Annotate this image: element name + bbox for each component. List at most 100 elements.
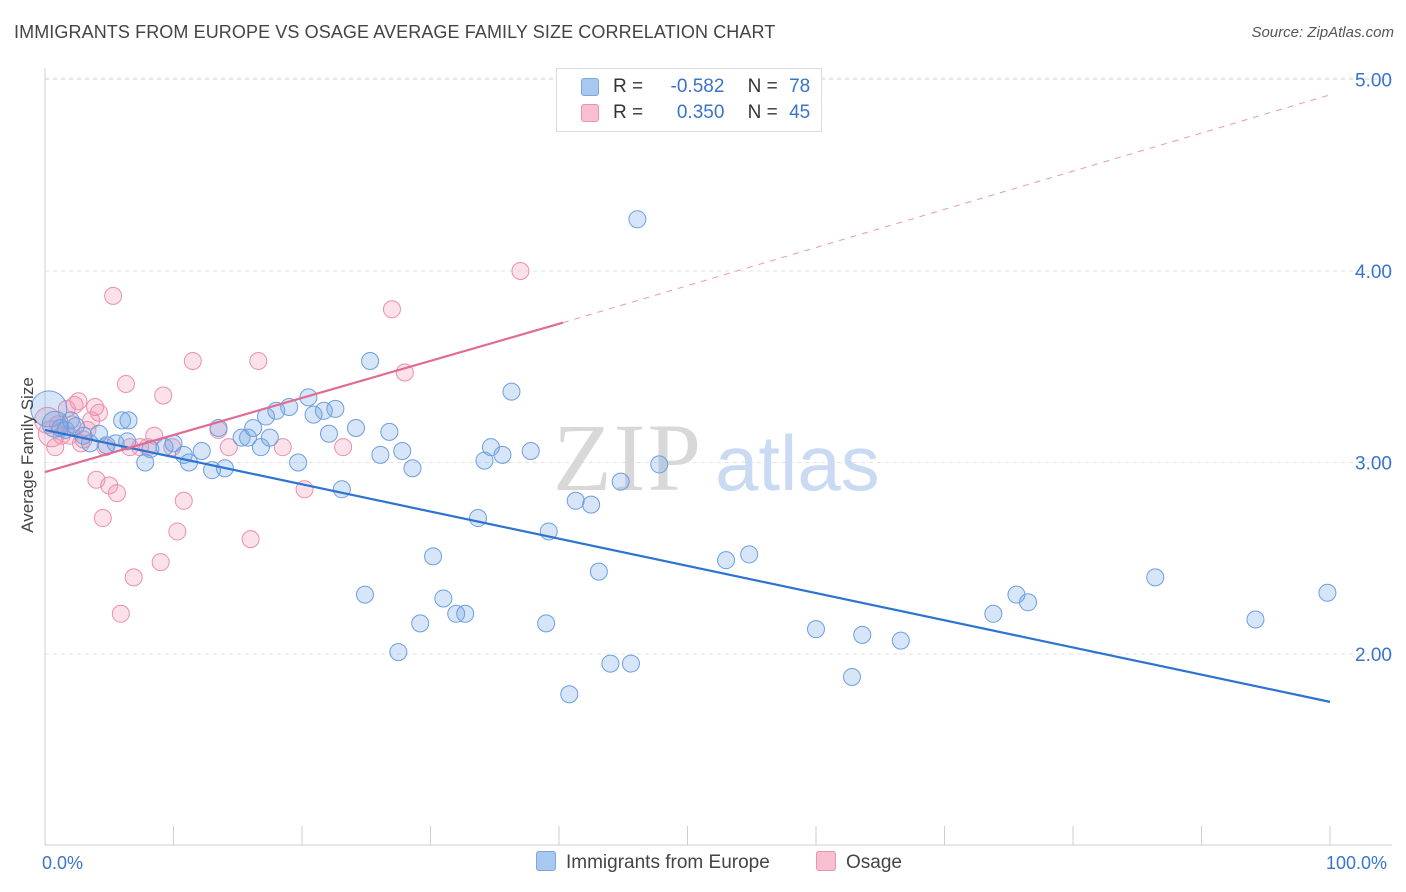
data-point (241, 530, 260, 549)
data-point (104, 286, 123, 305)
data-point (842, 667, 861, 686)
y-tick-label: 2.00 (1355, 645, 1392, 666)
data-point (239, 428, 258, 447)
data-point (100, 476, 119, 495)
data-point (183, 352, 202, 371)
n-label: N = (747, 102, 778, 123)
x-tick-label-max: 100.0% (1326, 853, 1388, 873)
data-point (1146, 568, 1165, 587)
data-point (192, 442, 211, 461)
axes (44, 68, 1392, 846)
data-point (469, 509, 488, 528)
n-value: 45 (789, 102, 811, 123)
data-point (260, 428, 279, 447)
data-point (304, 405, 323, 424)
data-point (395, 363, 414, 382)
data-point (326, 399, 345, 418)
data-point (174, 491, 193, 510)
data-point (116, 374, 135, 393)
data-point (650, 455, 669, 474)
data-point (403, 459, 422, 478)
x-tick-label-min: 0.0% (42, 853, 84, 873)
data-point (853, 625, 872, 644)
r-value: -0.582 (670, 76, 725, 97)
data-point (319, 424, 338, 443)
trend-line-osage (44, 321, 564, 474)
watermark: ZIP atlas (553, 404, 880, 511)
y-axis-label: Average Family Size (18, 377, 37, 533)
chart-title: IMMIGRANTS FROM EUROPE VS OSAGE AVERAGE … (14, 22, 776, 42)
data-point (30, 390, 68, 428)
n-label: N = (747, 76, 778, 97)
data-point (456, 604, 475, 623)
legend-row-immigrants: R = -0.582 N = 78 (581, 76, 810, 102)
n-value: 78 (789, 76, 811, 97)
data-point (502, 382, 521, 401)
data-point (511, 262, 530, 280)
data-point (611, 472, 630, 491)
data-point (289, 453, 308, 472)
data-point (1318, 583, 1337, 602)
data-point (299, 388, 318, 407)
trend-line-osage-extension (562, 94, 1331, 324)
data-point (560, 685, 579, 704)
data-point (382, 300, 401, 319)
data-point (1246, 610, 1265, 629)
data-point (1019, 593, 1038, 612)
legend-swatch-pink (581, 103, 599, 122)
data-point (69, 392, 88, 411)
r-label: R = (613, 76, 644, 97)
y-tick-label: 4.00 (1355, 262, 1392, 283)
data-point (493, 445, 512, 464)
data-point (355, 585, 374, 604)
legend-item-osage: Osage (816, 851, 902, 874)
data-point (361, 352, 380, 371)
data-point (434, 589, 453, 608)
data-point (61, 411, 80, 430)
legend-label: Immigrants from Europe (566, 852, 770, 873)
y-tick-label: 5.00 (1355, 71, 1392, 92)
correlation-legend: R = -0.582 N = 78 R = 0.350 N = 45 (556, 68, 822, 132)
data-point (424, 547, 443, 566)
data-point (93, 509, 112, 528)
data-point (740, 545, 759, 564)
data-point (582, 495, 601, 514)
series-immigrants-from-europe (30, 210, 1337, 704)
trend-lines (44, 94, 1331, 703)
data-point (393, 442, 412, 461)
data-point (136, 453, 155, 472)
data-point (589, 562, 608, 581)
watermark-atlas: atlas (715, 419, 880, 507)
data-point (621, 654, 640, 673)
data-point (107, 484, 126, 503)
data-point (249, 352, 268, 371)
r-label: R = (613, 102, 644, 123)
data-point (411, 614, 430, 633)
legend-item-immigrants: Immigrants from Europe (536, 851, 770, 874)
data-point (113, 411, 132, 430)
data-point (380, 422, 399, 441)
data-point (151, 553, 170, 572)
data-point (111, 604, 130, 623)
data-point (601, 654, 620, 673)
data-point (219, 438, 238, 457)
source-label: Source: ZipAtlas.com (1251, 24, 1394, 41)
data-point (332, 480, 351, 499)
data-point (371, 445, 390, 464)
legend-swatch-blue (581, 77, 599, 96)
data-point (334, 438, 353, 457)
legend-label: Osage (846, 852, 902, 873)
data-point (346, 419, 365, 438)
data-point (984, 604, 1003, 623)
data-point (566, 491, 585, 510)
data-point (124, 568, 143, 587)
data-point (628, 210, 647, 229)
data-point (232, 428, 251, 447)
legend-row-osage: R = 0.350 N = 45 (581, 102, 810, 128)
gridlines (45, 77, 1392, 655)
series-legend: Immigrants from Europe Osage (0, 850, 1406, 880)
trend-line-immigrants (44, 428, 1331, 703)
data-point (244, 419, 263, 438)
data-point (273, 438, 292, 457)
